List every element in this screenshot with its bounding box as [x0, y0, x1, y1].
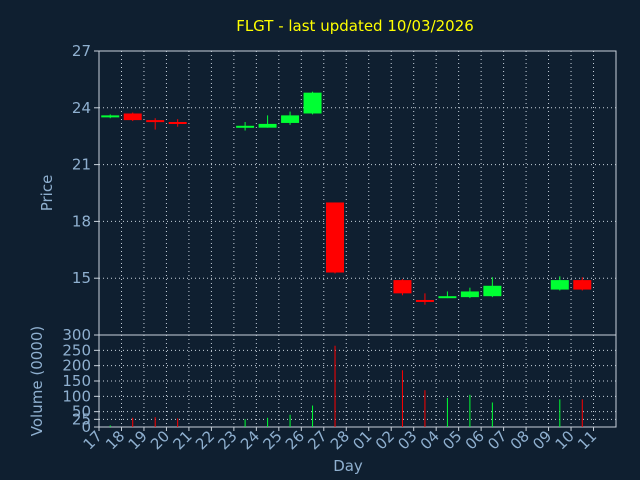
price-panel-frame [98, 50, 617, 336]
volume-tick-label: 50 [72, 403, 91, 421]
x-tick-label: 11 [574, 427, 600, 453]
candle-body [168, 122, 187, 124]
price-tick-label: 21 [72, 156, 91, 174]
candle-body [146, 120, 165, 123]
volume-grid [99, 335, 616, 427]
volume-bars [109, 345, 583, 427]
volume-tick-label: 25 [72, 410, 91, 428]
candle-body [258, 123, 277, 128]
candle-body [415, 299, 434, 302]
chart-title: FLGT - last updated 10/03/2026 [236, 17, 474, 35]
x-axis-label: Day [333, 457, 363, 475]
volume-tick-label: 150 [62, 372, 91, 390]
price-grid [99, 51, 616, 335]
candle-body [281, 115, 300, 123]
volume-tick-label: 0 [81, 418, 91, 436]
candles [101, 91, 592, 305]
candle-body [236, 125, 255, 128]
candle-body [101, 115, 120, 118]
candle-body [573, 280, 592, 290]
candle-body [393, 280, 412, 294]
volume-tick-label: 200 [62, 357, 91, 375]
price-tick-label: 27 [72, 42, 91, 60]
volume-tick-label: 100 [62, 387, 91, 405]
x-tick-labels: 1718192021222324252627280102030405060708… [80, 427, 600, 453]
candle-body [438, 296, 457, 299]
volume-tick-label: 300 [62, 326, 91, 344]
candle-body [483, 285, 502, 297]
price-tick-label: 24 [72, 99, 91, 117]
volume-panel-frame [98, 334, 617, 428]
price-axis-label: Price [38, 175, 56, 212]
candle-body [123, 113, 142, 121]
candle-body [460, 291, 479, 298]
price-tick-labels: 15 18 21 24 27 [72, 42, 99, 287]
candle-body [303, 92, 322, 114]
candle-body [550, 280, 569, 290]
candle-body [326, 202, 345, 273]
volume-axis-label: Volume (0000) [28, 326, 46, 436]
price-tick-label: 18 [72, 212, 91, 230]
price-tick-label: 15 [72, 269, 91, 287]
volume-tick-label: 250 [62, 341, 91, 359]
